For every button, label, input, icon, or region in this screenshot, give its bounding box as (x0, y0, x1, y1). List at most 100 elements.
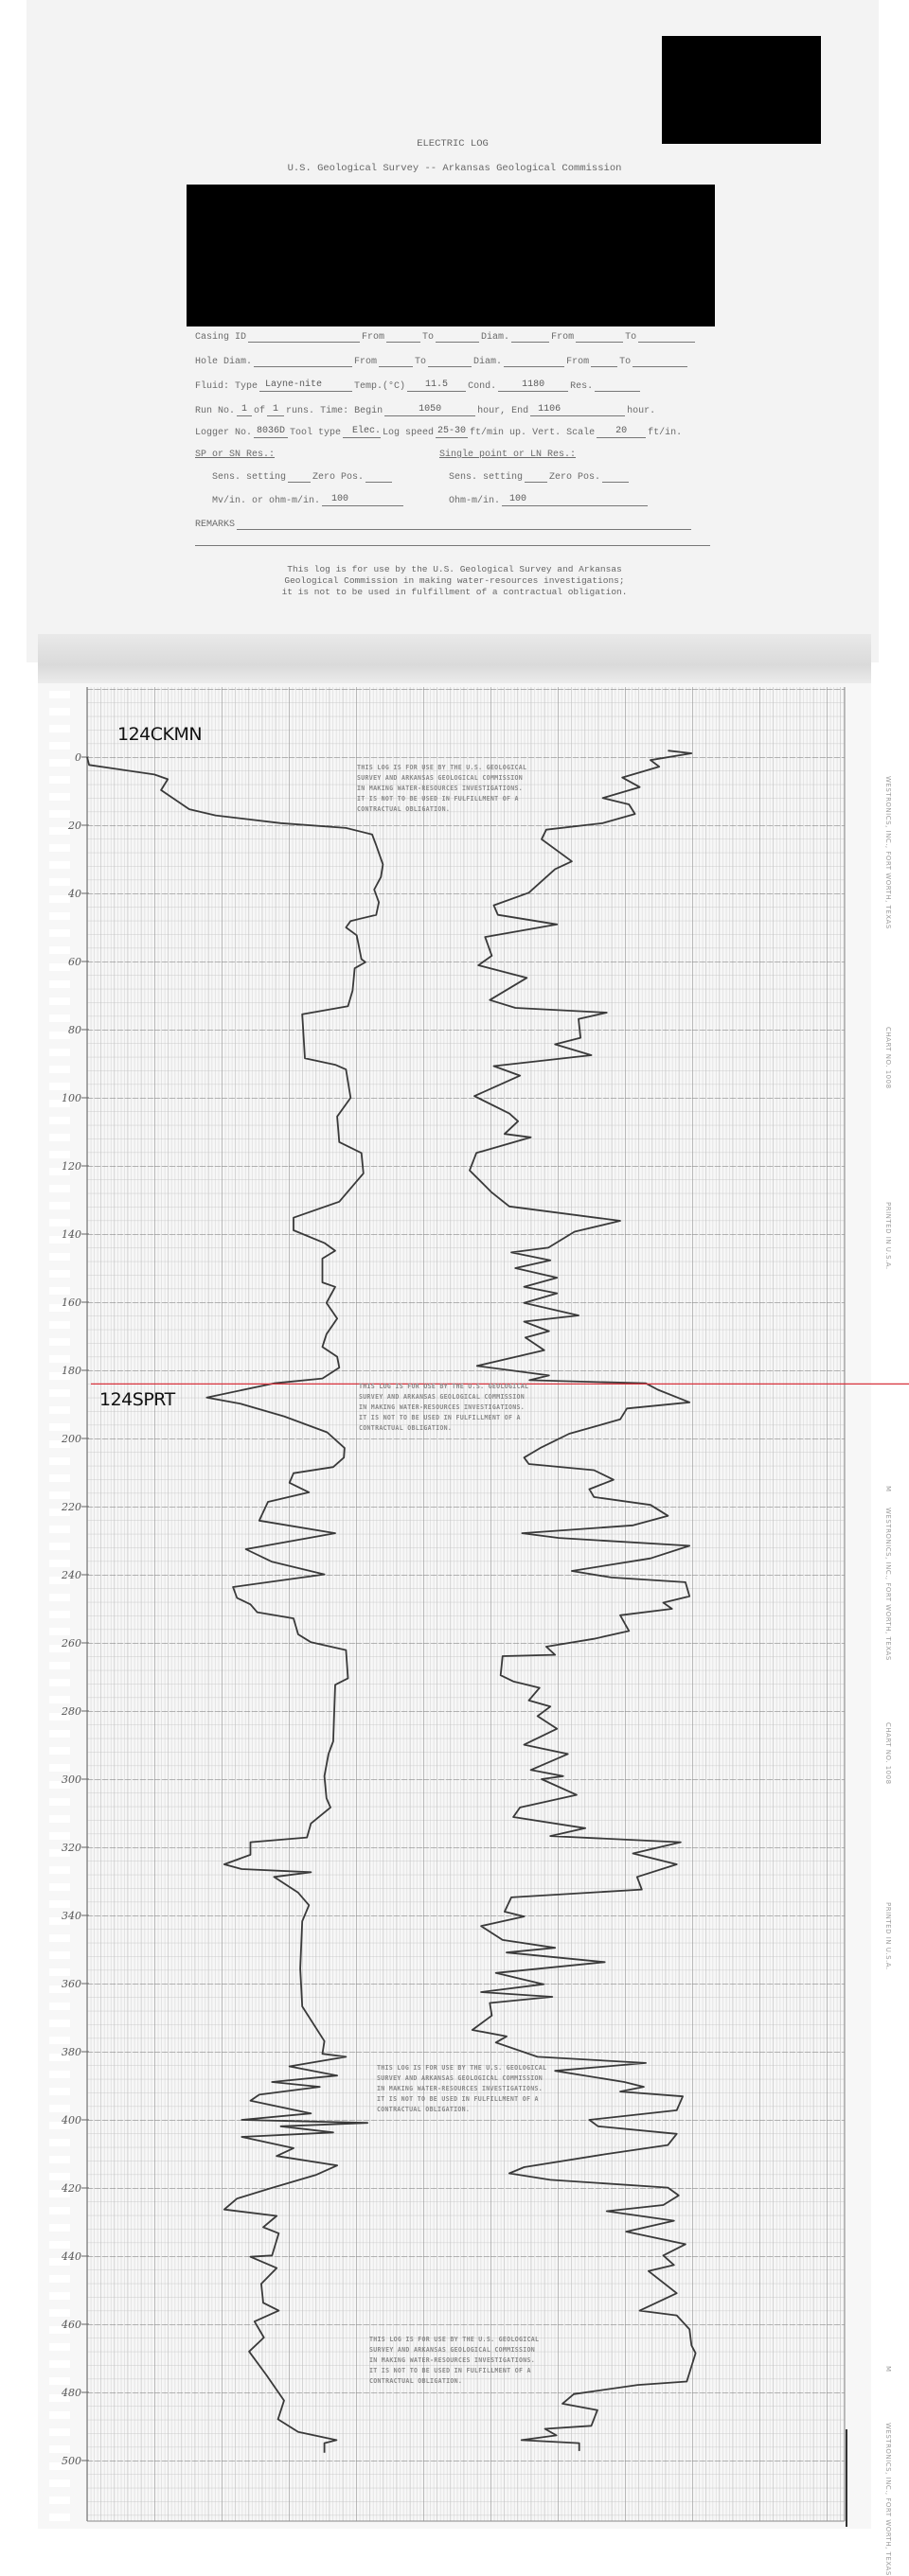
depth-tick-label: 480 (61, 2387, 81, 2399)
run-label: Run No. (195, 406, 236, 416)
stamp-line: CONTRACTUAL OBLIGATION. (369, 2377, 463, 2385)
margin-maker: WESTRONICS, INC., FORT WORTH, TEXAS (884, 1508, 892, 1661)
to-field (633, 355, 688, 367)
end-label: End (511, 406, 529, 416)
disclaimer: This log is for use by the U.S. Geologic… (0, 564, 909, 598)
diam-field (504, 355, 565, 367)
to-field (428, 355, 472, 367)
depth-tick-label: 500 (62, 2455, 81, 2467)
fluid-row: Fluid: Type Layne-nite Temp.(°C) 11.5 Cond… (195, 379, 642, 392)
mv-per-inch-value: 100 (322, 494, 404, 506)
temp-value: 11.5 (407, 379, 467, 392)
from-field (379, 355, 414, 367)
log-title: ELECTRIC LOG (417, 138, 489, 150)
hour-label: hour. (627, 406, 656, 416)
depth-tick-label: 140 (62, 1228, 81, 1241)
stamp-line: IN MAKING WATER-RESOURCES INVESTIGATIONS… (377, 2085, 544, 2092)
ohm-per-inch-label: Ohm-m/in. (449, 496, 501, 506)
depth-tick-label: 420 (61, 2182, 81, 2195)
stamp-line: IT IS NOT TO BE USED IN FULFILLMENT OF A (377, 2095, 539, 2103)
stamp-line: CONTRACTUAL OBLIGATION. (377, 2106, 471, 2113)
margin-maker: WESTRONICS, INC., FORT WORTH, TEXAS (884, 776, 892, 929)
end-value: 1106 (530, 404, 626, 416)
depth-tick-label: 460 (61, 2319, 81, 2331)
ohm-per-inch-value: 100 (502, 494, 649, 506)
log-curves (86, 750, 697, 2453)
unit-label-bottom: 124SPRT (99, 1389, 175, 1410)
depth-tick-label: 340 (62, 1910, 81, 1922)
depth-tick-label: 180 (62, 1365, 81, 1377)
depth-tick-label: 240 (61, 1569, 81, 1581)
from-field (576, 330, 624, 343)
disclaimer-line: it is not to be used in fulfillment of a… (281, 587, 628, 597)
sheet-seam (38, 634, 871, 686)
sens-setting-label: Sens. setting (449, 472, 524, 483)
logger-row: Logger No. 8036D Tool type Elec. Log speed… (195, 425, 682, 438)
depth-tick-labels: 0 20 40 60 80 100 120 140 160 180 200 220 240 260 280 3… (61, 751, 89, 2467)
stamp-line: THIS LOG IS FOR USE BY THE U.S. GEOLOGIC… (369, 2336, 540, 2343)
depth-tick-label: 20 (67, 820, 81, 832)
diam-label: Diam. (481, 332, 510, 343)
zero-pos-label: Zero Pos. (312, 472, 365, 483)
margin-chart-no: CHART NO. 1008 (884, 1722, 892, 1785)
disclaimer-stamp: THIS LOG IS FOR USE BY THE U.S. GEOLOGIC… (369, 2335, 539, 2387)
vert-scale-label: Vert. Scale (532, 428, 596, 438)
from-label: From (354, 357, 378, 367)
zero-pos-field (602, 470, 630, 483)
to-field (638, 330, 696, 343)
remarks-field (237, 518, 692, 530)
log-speed-unit: ft/min up. (470, 428, 527, 438)
depth-tick-label: 0 (75, 751, 81, 764)
depth-tick-label: 60 (68, 956, 81, 968)
margin-mark: M (884, 1486, 892, 1492)
log-curve-right (469, 750, 697, 2451)
run-value: 1 (237, 404, 253, 416)
sens-setting-label: Sens. setting (212, 472, 287, 483)
casing-row: Casing ID From To Diam. From To (195, 329, 697, 343)
depth-tick-label: 360 (62, 1978, 81, 1990)
depth-tick-label: 120 (62, 1160, 81, 1173)
margin-printed: PRINTED IN U.S.A. (884, 1902, 892, 1970)
res-field (595, 379, 641, 392)
vert-scale-unit: ft/in. (648, 428, 683, 438)
margin-printed: PRINTED IN U.S.A. (884, 1202, 892, 1270)
depth-tick-label: 100 (62, 1092, 81, 1104)
tool-type-value: Elec. (343, 426, 382, 438)
single-point-heading: Single point or LN Res.: (439, 450, 577, 460)
sens-setting-field (288, 470, 312, 483)
zero-pos-field (365, 470, 393, 483)
depth-tick-label: 40 (67, 888, 81, 900)
disclaimer-stamp: THIS LOG IS FOR USE BY THE U.S. GEOLOGIC… (357, 763, 526, 815)
stamp-line: IT IS NOT TO BE USED IN FULFILLMENT OF A (359, 1414, 521, 1421)
hole-diam-label: Hole Diam. (195, 357, 253, 367)
diam-label: Diam. (473, 357, 503, 367)
cond-value: 1180 (498, 379, 569, 392)
of-label: of (254, 406, 266, 416)
depth-tick-label: 440 (61, 2250, 81, 2263)
stamp-line: IT IS NOT TO BE USED IN FULFILLMENT OF A (369, 2367, 531, 2374)
diam-field (511, 330, 550, 343)
hole-diam-field (254, 355, 353, 367)
fluid-type-value: Layne-nite (259, 379, 353, 392)
stamp-line: SURVEY AND ARKANSAS GEOLOGICAL COMMISSIO… (359, 1393, 526, 1401)
mv-per-inch-label: Mv/in. or ohm-m/in. (212, 496, 321, 506)
zero-pos-label: Zero Pos. (549, 472, 601, 483)
redaction-box-top-right (662, 36, 821, 144)
fluid-label: Fluid: (195, 381, 230, 392)
tool-type-label: Tool type (290, 428, 342, 438)
to-label: To (422, 332, 435, 343)
depth-tick-label: 280 (61, 1705, 81, 1718)
cond-label: Cond. (468, 381, 497, 392)
from-field (386, 330, 421, 343)
disclaimer-stamp: THIS LOG IS FOR USE BY THE U.S. GEOLOGIC… (359, 1382, 528, 1434)
casing-id-field (248, 330, 361, 343)
stamp-line: THIS LOG IS FOR USE BY THE U.S. GEOLOGIC… (357, 764, 527, 771)
from-label: From (362, 332, 385, 343)
remarks-label: REMARKS (195, 520, 236, 530)
chart-grid (86, 687, 847, 2527)
remarks-row: REMARKS (195, 517, 693, 530)
log-speed-value: 25-30 (436, 426, 469, 438)
depth-tick-label: 300 (62, 1773, 81, 1786)
unit-label-top: 124CKMN (117, 724, 203, 745)
